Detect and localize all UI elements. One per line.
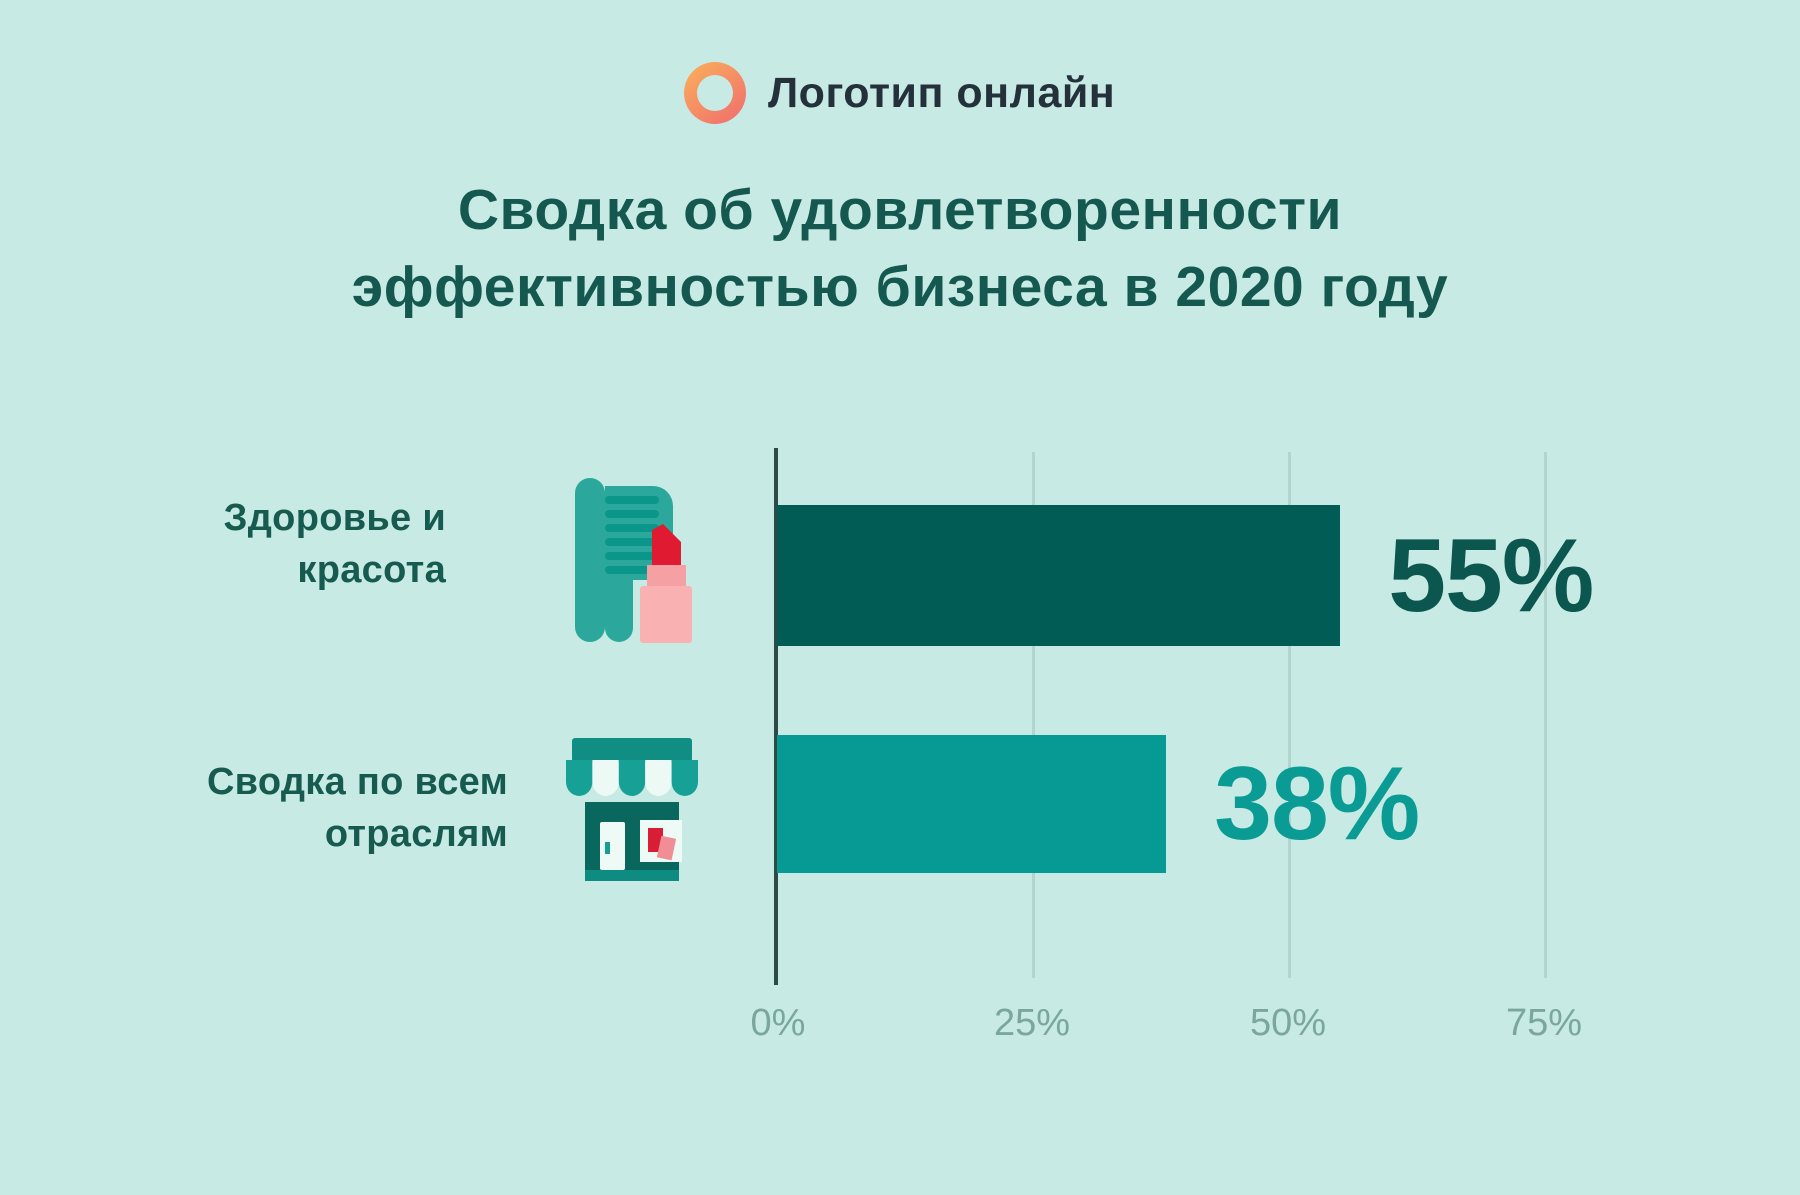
x-tick-75: 75% [1505,1002,1583,1044]
bar-row-health-beauty: 55% [777,505,1787,646]
logo-ring-hole [697,75,733,111]
bar-row-all-industries: 38% [777,735,1787,873]
bar-all-industries [777,735,1167,873]
gridline-25 [1032,452,1035,978]
x-tick-25: 25% [993,1002,1071,1044]
category-label-line: Сводка по всем [206,761,508,803]
bar-value-all-industries: 38% [1214,746,1420,862]
bar-health-beauty [777,505,1341,646]
category-label-line: Здоровье и [223,497,446,539]
logo-ring-icon [684,62,746,124]
page-title-line1: Сводка об удовлетворенности [457,178,1343,242]
x-tick-0: 0% [750,1002,806,1044]
bar-value-health-beauty: 55% [1388,517,1594,634]
logo-text: Логотип онлайн [768,68,1116,117]
bar-chart-plot: 55% 38% 0% 25% 50% 75% [751,448,1787,1044]
lipstick-icon [640,524,692,643]
x-tick-50: 50% [1249,1002,1327,1044]
gridline-50 [1288,452,1291,978]
category-label-line: отраслям [324,813,508,855]
y-axis-line [774,448,778,985]
gridline-75 [1544,452,1547,978]
page-title-line2: эффективностью бизнеса в 2020 году [351,255,1449,319]
comb-and-lipstick-icon [562,468,697,653]
category-label-line: красота [297,549,446,591]
storefront-icon [558,736,706,891]
category-label-all-industries: Сводка по всем отраслям [100,756,508,860]
logo: Логотип онлайн [684,62,1115,124]
page-title: Сводка об удовлетворенности эффективност… [0,172,1800,326]
category-label-health-beauty: Здоровье и красота [100,492,446,596]
